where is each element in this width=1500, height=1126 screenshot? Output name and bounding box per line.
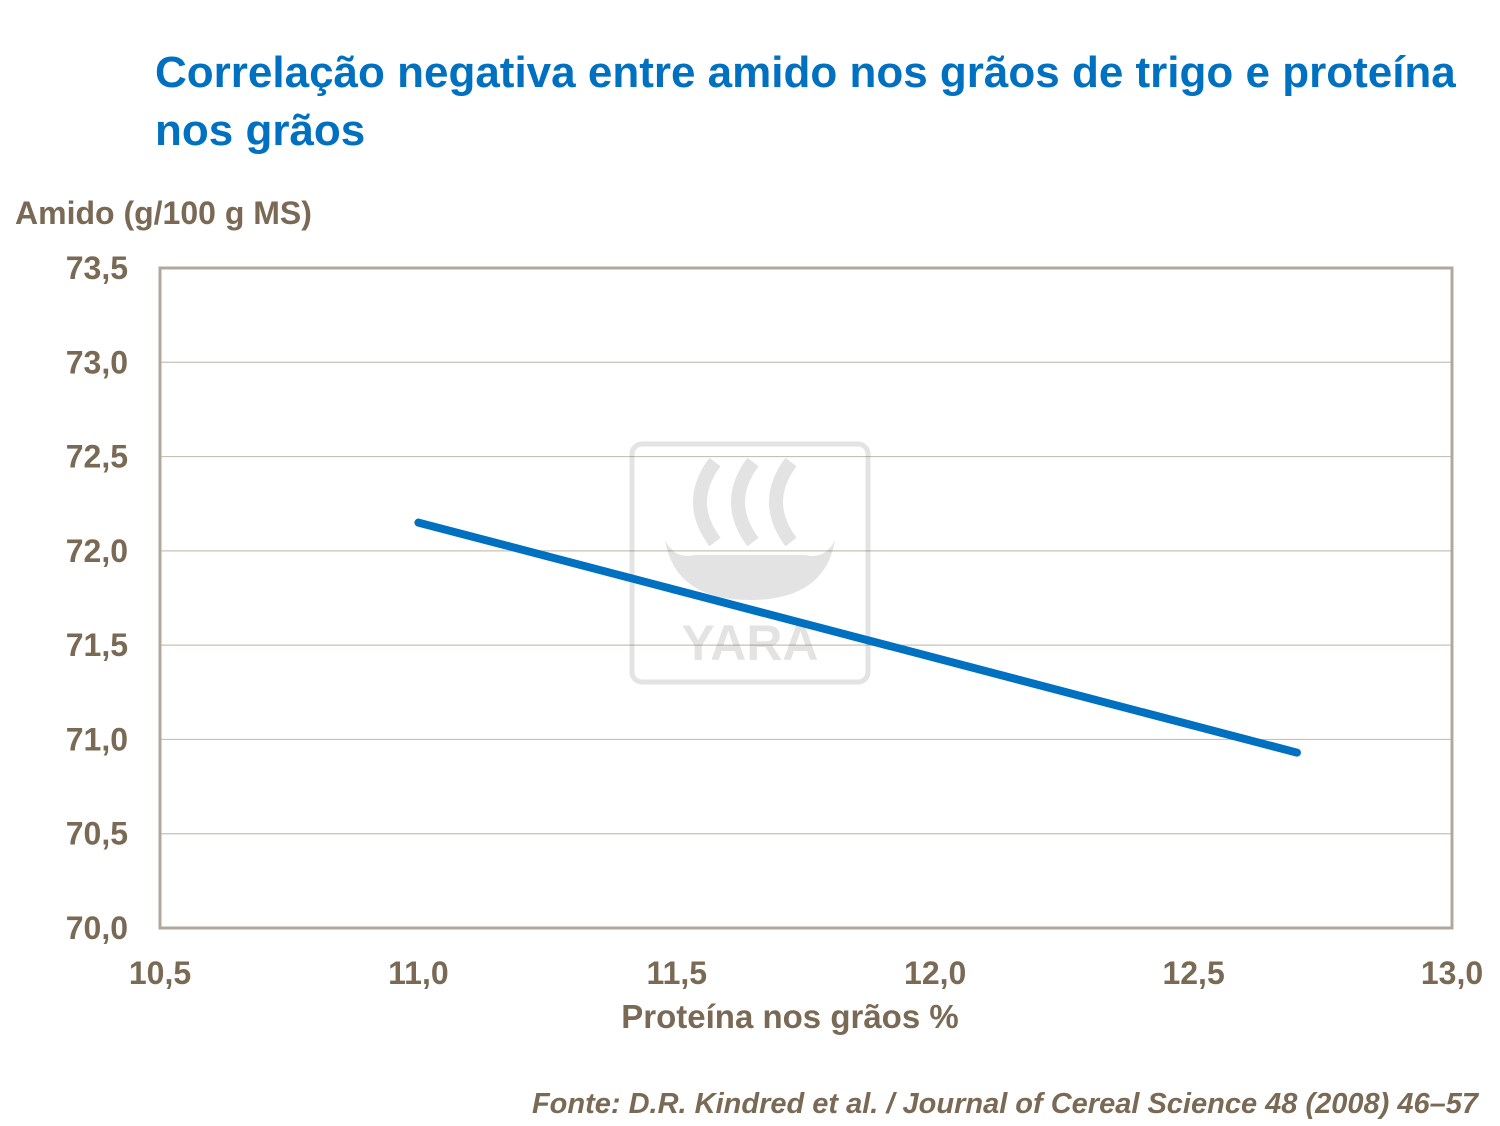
x-tick-label: 11,0 <box>388 955 449 991</box>
y-axis-label: Amido (g/100 g MS) <box>15 195 312 231</box>
y-tick-label: 72,0 <box>66 533 128 569</box>
sail-icon <box>769 457 797 547</box>
sail-icon <box>731 457 759 547</box>
y-tick-label: 70,0 <box>66 910 128 946</box>
series-line <box>414 518 1301 757</box>
x-tick-label: 12,5 <box>1162 955 1224 991</box>
y-tick-label: 71,0 <box>66 721 128 757</box>
y-tick-label: 73,5 <box>66 250 128 286</box>
chart-title: Correlação negativa entre amido nos grão… <box>155 48 1456 155</box>
yara-watermark: YARA <box>629 441 871 685</box>
sail-icon <box>693 457 721 547</box>
y-tick-label: 71,5 <box>66 627 128 663</box>
watermark-frame <box>629 441 871 685</box>
y-tick-label: 70,5 <box>66 816 128 852</box>
x-tick-label: 12,0 <box>904 955 966 991</box>
plot-frame <box>158 266 1454 930</box>
y-tick-label: 72,5 <box>66 439 128 475</box>
source-citation: Fonte: D.R. Kindred et al. / Journal of … <box>531 1088 1478 1120</box>
y-tick-label: 73,0 <box>66 344 128 380</box>
ship-hull-icon <box>665 540 835 600</box>
x-tick-label: 13,0 <box>1421 955 1483 991</box>
x-tick-label: 11,5 <box>647 955 708 991</box>
x-axis-label: Proteína nos grãos % <box>621 998 959 1035</box>
x-tick-label: 10,5 <box>129 955 191 991</box>
